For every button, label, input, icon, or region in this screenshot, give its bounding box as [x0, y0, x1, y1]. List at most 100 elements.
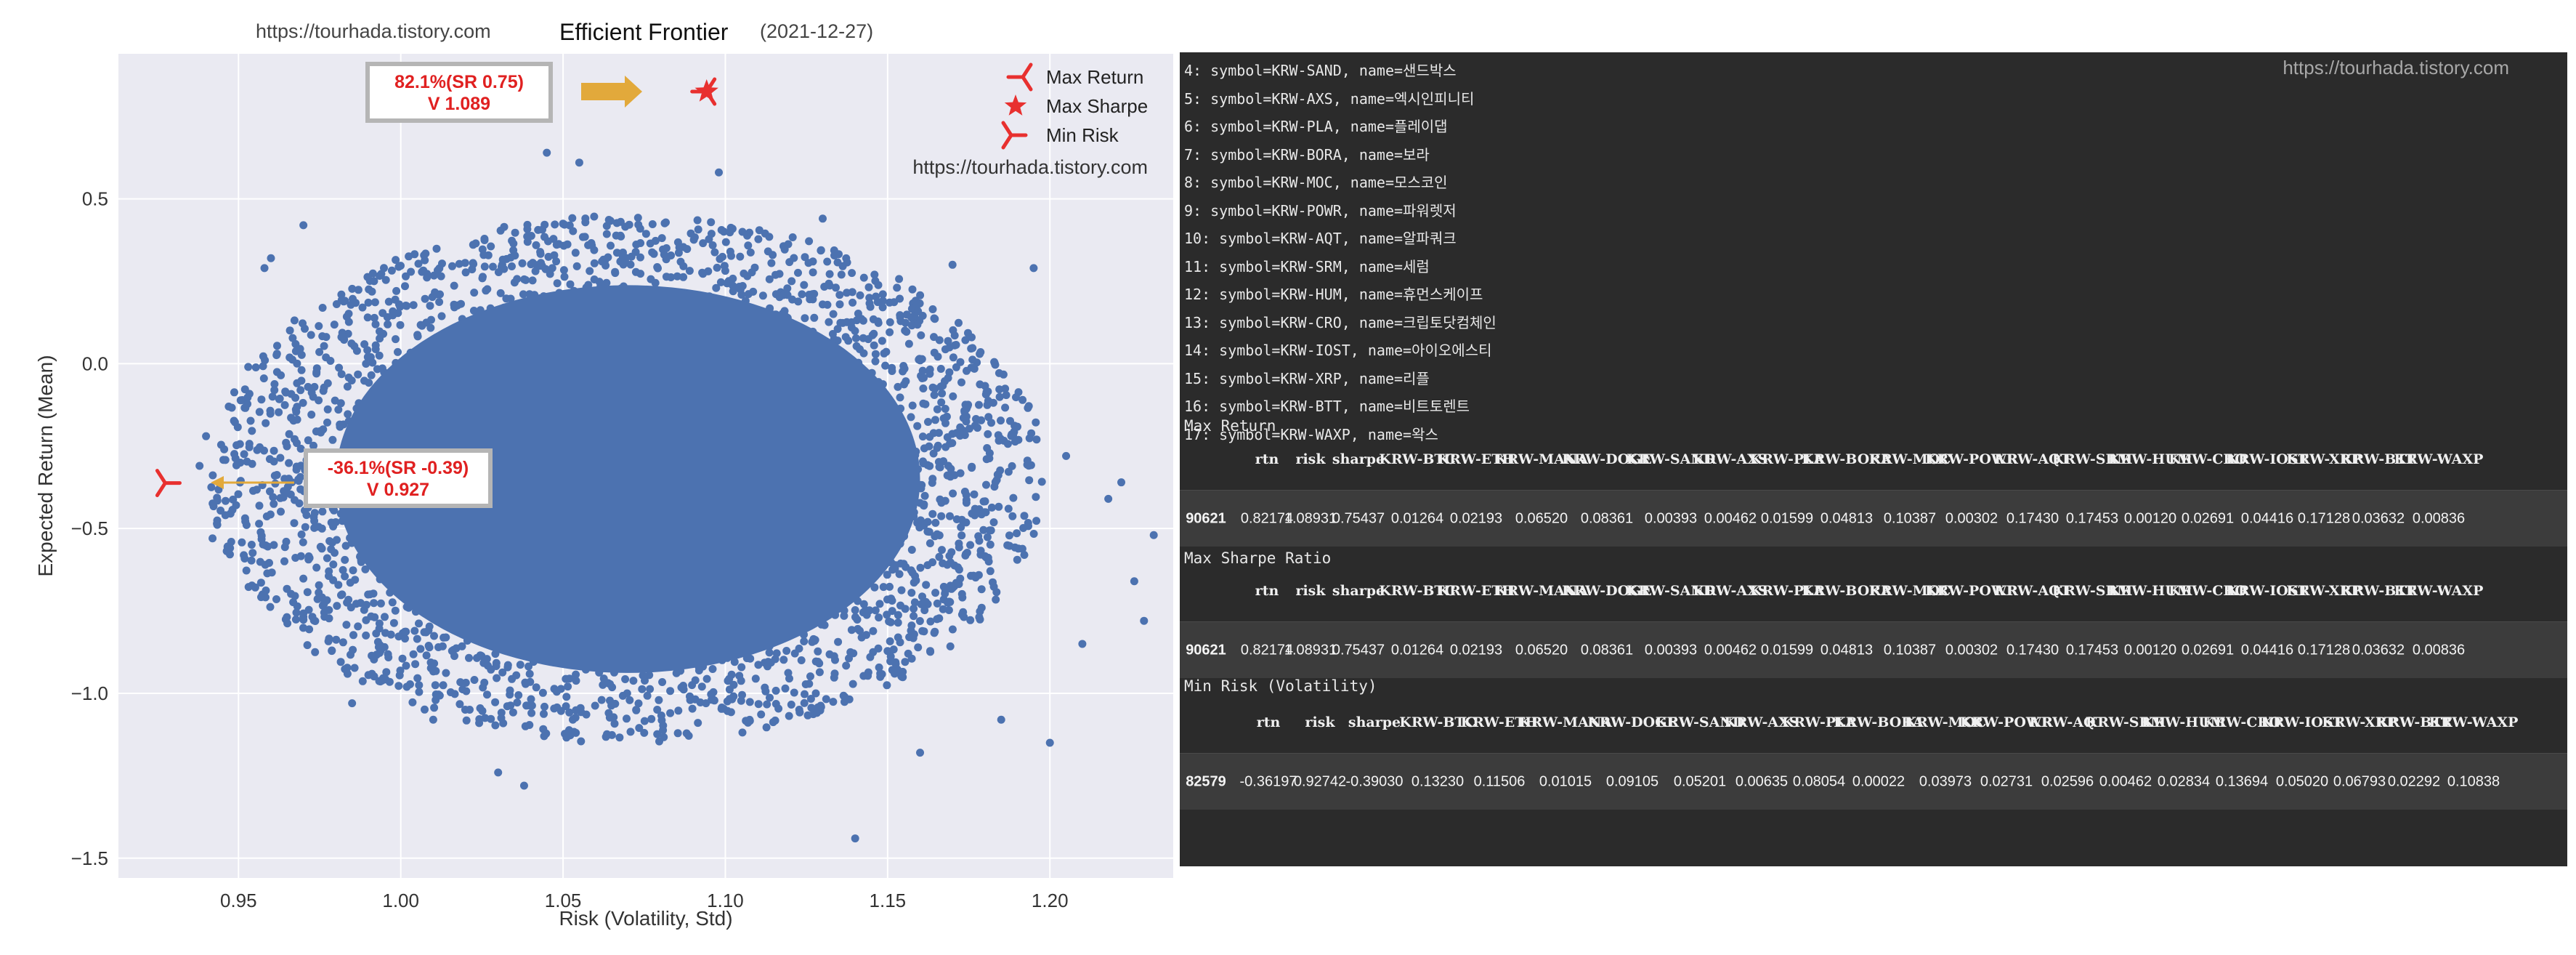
scatter-point [466, 706, 474, 714]
scatter-point [366, 352, 375, 361]
scatter-point [341, 572, 349, 581]
x-tick-label: 0.95 [220, 890, 257, 911]
scatter-point [660, 219, 669, 227]
scatter-point [874, 317, 883, 326]
scatter-point [975, 613, 984, 621]
scatter-point [859, 334, 867, 342]
symbol-line: 5: symbol=KRW-AXS, name=엑시인피니티 [1184, 89, 1475, 108]
scatter-point [765, 275, 774, 283]
scatter-point [252, 485, 261, 494]
column-header: KRW-MANA [1519, 714, 1612, 730]
scatter-point [224, 402, 233, 411]
scatter-point [823, 257, 832, 266]
scatter-point [243, 457, 251, 466]
table-cell: 0.03632 [2352, 510, 2405, 526]
scatter-point [907, 654, 916, 663]
scatter-point [889, 645, 898, 654]
scatter-point [556, 685, 565, 693]
scatter-point [590, 212, 599, 221]
table-cell: 0.01599 [1760, 642, 1814, 658]
scatter-point [380, 264, 388, 273]
scatter-point [920, 606, 929, 615]
scatter-point [1149, 531, 1158, 539]
scatter-point [785, 712, 793, 720]
header-date: (2021-12-27) [760, 20, 874, 42]
scatter-point [553, 279, 562, 288]
scatter-point [562, 674, 570, 683]
scatter-point [920, 501, 928, 510]
scatter-point [896, 317, 905, 326]
scatter-point [848, 269, 856, 278]
scatter-point [244, 363, 253, 371]
scatter-point [829, 310, 838, 318]
y-tick-label: 0.5 [82, 188, 108, 210]
scatter-point [572, 262, 581, 270]
column-header: rtn [1255, 583, 1279, 599]
scatter-point [985, 449, 994, 457]
scatter-point [926, 647, 934, 656]
scatter-point [641, 230, 650, 238]
scatter-point [800, 698, 809, 707]
scatter-point [1003, 541, 1012, 549]
scatter-point [487, 665, 495, 674]
scatter-point [651, 236, 660, 245]
table-cell: 0.02691 [2181, 642, 2235, 658]
scatter-point [291, 435, 299, 443]
scatter-point [621, 254, 630, 262]
scatter-point [565, 708, 574, 717]
scatter-point [317, 593, 326, 602]
scatter-point [402, 302, 411, 310]
scatter-point [657, 234, 666, 243]
scatter-point [312, 427, 320, 436]
scatter-point [775, 270, 784, 278]
table-cell: 0.05020 [2275, 773, 2329, 789]
scatter-point [263, 569, 272, 578]
scatter-point [471, 239, 480, 248]
scatter-point [957, 523, 965, 531]
scatter-point [676, 257, 685, 266]
scatter-point [568, 214, 577, 222]
scatter-point [720, 262, 729, 270]
scatter-point [389, 309, 397, 318]
scatter-point [928, 478, 936, 487]
header-site-url: https://tourhada.tistory.com [256, 20, 491, 42]
scatter-point [431, 681, 440, 690]
scatter-point [795, 708, 804, 717]
scatter-point [519, 781, 528, 790]
scatter-point [931, 627, 939, 636]
scatter-point [950, 341, 959, 350]
scatter-point [544, 237, 552, 246]
scatter-point [686, 692, 694, 701]
scatter-point [848, 288, 856, 297]
scatter-point [513, 698, 522, 707]
scatter-point [416, 645, 425, 653]
column-header: KRW-MOC [1868, 583, 1951, 599]
scatter-point [525, 669, 534, 678]
scatter-point [296, 386, 305, 395]
scatter-point [688, 704, 697, 713]
scatter-point [939, 414, 948, 423]
scatter-point [414, 259, 423, 268]
symbol-line: 6: symbol=KRW-PLA, name=플레이댑 [1184, 118, 1448, 135]
scatter-point [423, 273, 432, 282]
scatter-point [894, 382, 902, 391]
scatter-point [389, 618, 398, 627]
scatter-point [788, 233, 797, 241]
scatter-point [771, 716, 779, 725]
scatter-point [702, 674, 711, 683]
scatter-point [409, 650, 418, 658]
scatter-point [261, 356, 270, 365]
scatter-point [970, 490, 979, 499]
scatter-point [288, 334, 297, 342]
scatter-point [944, 606, 953, 614]
scatter-point [343, 664, 352, 672]
scatter-point [982, 480, 990, 489]
scatter-point [995, 385, 1004, 394]
scatter-point [808, 637, 817, 646]
table-cell: 0.01015 [1539, 773, 1592, 789]
scatter-point [483, 285, 492, 294]
scatter-point [350, 342, 359, 350]
scatter-point [297, 530, 306, 539]
scatter-point [422, 651, 431, 660]
scatter-point [955, 318, 963, 327]
